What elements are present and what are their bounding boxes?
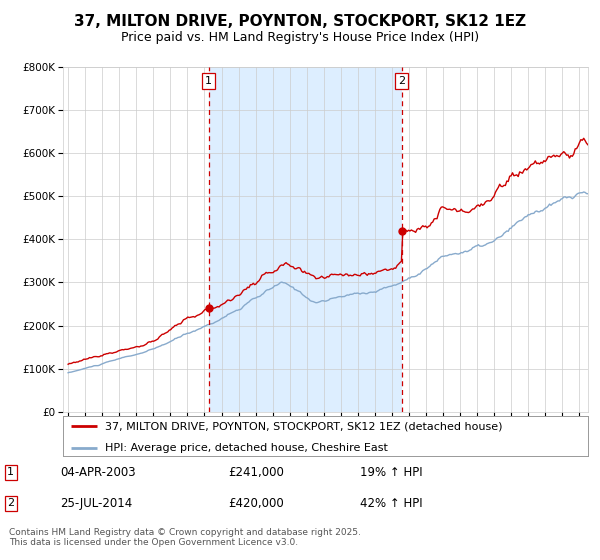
Text: HPI: Average price, detached house, Cheshire East: HPI: Average price, detached house, Ches… xyxy=(105,442,388,452)
Text: 19% ↑ HPI: 19% ↑ HPI xyxy=(360,465,422,479)
Text: 1: 1 xyxy=(7,467,14,477)
Text: 25-JUL-2014: 25-JUL-2014 xyxy=(60,497,132,510)
Text: 37, MILTON DRIVE, POYNTON, STOCKPORT, SK12 1EZ (detached house): 37, MILTON DRIVE, POYNTON, STOCKPORT, SK… xyxy=(105,421,503,431)
Text: 42% ↑ HPI: 42% ↑ HPI xyxy=(360,497,422,510)
Bar xyxy=(209,67,401,412)
Text: 2: 2 xyxy=(7,498,14,508)
Text: £420,000: £420,000 xyxy=(228,497,284,510)
Text: 1: 1 xyxy=(205,76,212,86)
Text: £241,000: £241,000 xyxy=(228,465,284,479)
Text: Price paid vs. HM Land Registry's House Price Index (HPI): Price paid vs. HM Land Registry's House … xyxy=(121,31,479,44)
Text: 37, MILTON DRIVE, POYNTON, STOCKPORT, SK12 1EZ: 37, MILTON DRIVE, POYNTON, STOCKPORT, SK… xyxy=(74,14,526,29)
Text: Contains HM Land Registry data © Crown copyright and database right 2025.
This d: Contains HM Land Registry data © Crown c… xyxy=(9,528,361,547)
Text: 2: 2 xyxy=(398,76,405,86)
Text: 04-APR-2003: 04-APR-2003 xyxy=(60,465,136,479)
